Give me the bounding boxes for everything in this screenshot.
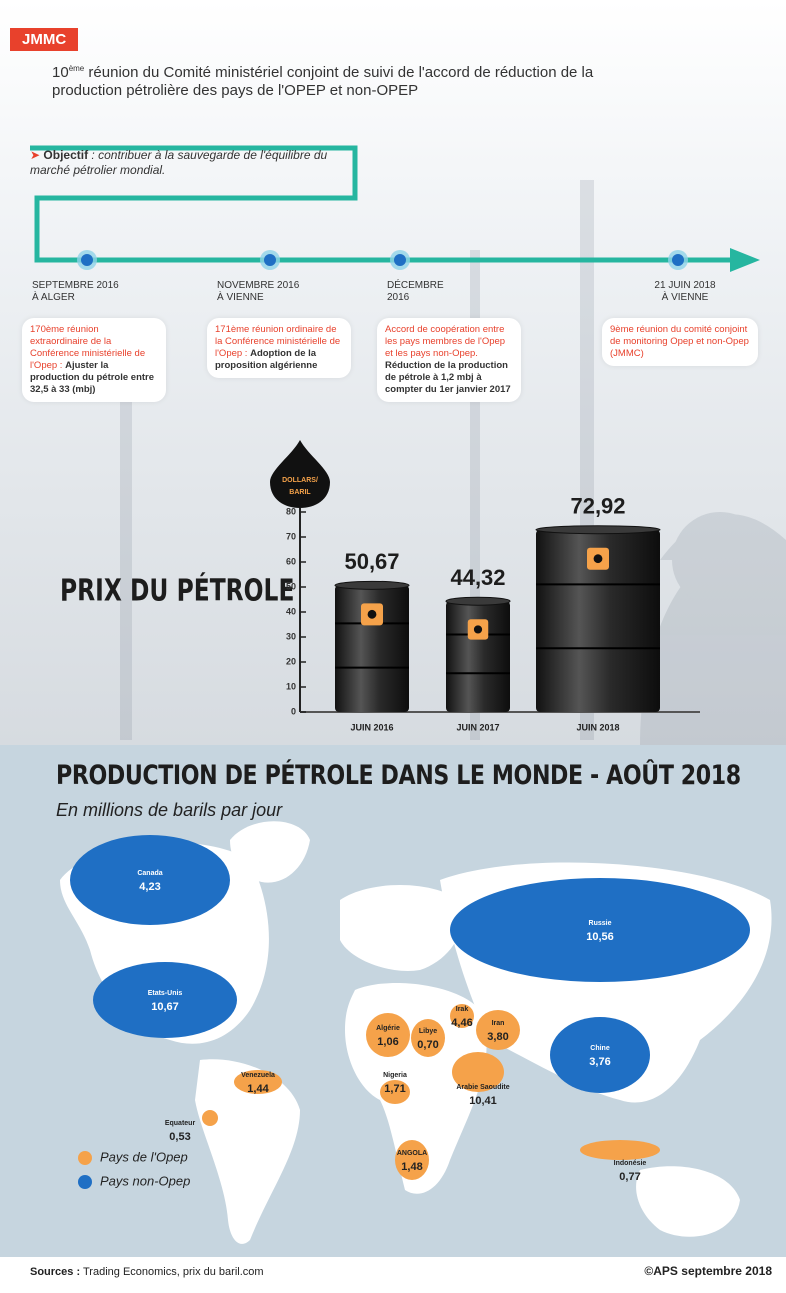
barrel-top <box>335 581 409 589</box>
credit: ©APS septembre 2018 <box>644 1264 772 1278</box>
country-value: 10,67 <box>151 1001 179 1013</box>
country-value: 10,56 <box>586 931 614 943</box>
country-name: Venezuela <box>241 1072 275 1079</box>
event-card: 170ème réunion extraordinaire de la Conf… <box>22 318 166 402</box>
event-date-line: 21 JUIN 2018 <box>635 280 735 292</box>
production-title: PRODUCTION DE PÉTROLE DANS LE MONDE - AO… <box>56 760 741 791</box>
country-value: 1,06 <box>377 1036 398 1048</box>
country-name: Chine <box>590 1045 610 1052</box>
country-value: 1,44 <box>247 1083 269 1095</box>
event-highlight: Accord de coopération entre les pays mem… <box>385 324 505 359</box>
barrel-top <box>446 597 510 605</box>
country-name: Algérie <box>376 1025 400 1032</box>
country-name: Irak <box>456 1006 469 1013</box>
country-value: 0,77 <box>619 1171 640 1183</box>
country-value: 1,48 <box>401 1161 422 1173</box>
objective: ➤ Objectif : contribuer à la sauvegarde … <box>30 148 330 178</box>
value-label: 44,32 <box>450 565 505 590</box>
country-name: Etats-Unis <box>148 990 183 997</box>
country-name: ANGOLA <box>397 1150 427 1157</box>
page-title: 10ème réunion du Comité ministériel conj… <box>52 60 612 100</box>
legend-swatch <box>78 1151 92 1165</box>
barrel-logo-drop <box>594 554 603 563</box>
y-tick-label: 40 <box>286 606 296 616</box>
barrel <box>446 601 510 712</box>
country-name: Arabie Saoudite <box>456 1084 509 1091</box>
event-date-line: 2016 <box>387 292 487 304</box>
event-date-line: À VIENNE <box>635 292 735 304</box>
country-value: 0,53 <box>169 1131 190 1143</box>
value-label: 72,92 <box>570 494 625 519</box>
title-text: réunion du Comité ministériel conjoint d… <box>52 64 593 99</box>
country-area <box>202 1110 218 1126</box>
timeline-node-core <box>672 254 684 266</box>
country-value: 10,41 <box>469 1095 497 1107</box>
objective-label: Objectif <box>43 148 88 162</box>
chart-title: PRIX DU PÉTROLE <box>60 572 294 608</box>
event-date-line: DÉCEMBRE <box>387 280 487 292</box>
sources: Sources : Trading Economics, prix du bar… <box>30 1266 264 1278</box>
country-name: Equateur <box>165 1120 196 1127</box>
x-tick-label: JUIN 2017 <box>456 722 499 732</box>
y-tick-label: 70 <box>286 531 296 541</box>
barrel-logo-drop <box>368 610 377 619</box>
country-name: Indonésie <box>614 1160 647 1167</box>
event-date-line: NOVEMBRE 2016 <box>217 280 317 292</box>
infographic: PRIX DU PÉTROLE DOLLARS/BARIL 0 10 20 30 40 50 6… <box>0 0 786 1293</box>
badge: JMMC <box>10 28 78 51</box>
y-tick-label: 80 <box>286 506 296 516</box>
y-tick-label: 0 <box>291 706 296 716</box>
event-date-line: À VIENNE <box>217 292 317 304</box>
country-value: 4,23 <box>139 881 160 893</box>
production-subtitle: En millions de barils par jour <box>56 800 282 821</box>
legend-label: Pays non-Opep <box>100 1173 190 1188</box>
timeline-node-core <box>394 254 406 266</box>
x-tick-label: JUIN 2016 <box>350 722 393 732</box>
country-value: 1,71 <box>384 1083 405 1095</box>
sources-text: Trading Economics, prix du baril.com <box>83 1266 264 1278</box>
country-value: 4,46 <box>451 1017 472 1029</box>
background: PRIX DU PÉTROLE DOLLARS/BARIL 0 10 20 30 40 50 6… <box>0 0 786 1293</box>
y-tick-label: 30 <box>286 631 296 641</box>
event-card: 9ème réunion du comité conjoint de monit… <box>602 318 758 366</box>
legend-label: Pays de l'Opep <box>100 1149 188 1164</box>
country-value: 3,80 <box>487 1031 508 1043</box>
barrel-logo-drop <box>474 625 482 633</box>
country-name: Iran <box>492 1020 505 1027</box>
event-date: SEPTEMBRE 2016À ALGER <box>32 280 132 304</box>
country-name: Libye <box>419 1028 437 1035</box>
y-tick-label: 50 <box>286 581 296 591</box>
objective-marker: ➤ <box>30 148 40 162</box>
country-name: Canada <box>137 870 162 877</box>
event-text: Réduction de la production de pétrole à … <box>385 360 511 395</box>
event-date-line: SEPTEMBRE 2016 <box>32 280 132 292</box>
barrel-top <box>536 526 660 534</box>
x-tick-label: JUIN 2018 <box>576 722 619 732</box>
y-tick-label: 20 <box>286 656 296 666</box>
title-number: 10 <box>52 64 69 81</box>
event-highlight: 9ème réunion du comité conjoint de monit… <box>610 324 749 359</box>
country-value: 0,70 <box>417 1039 438 1051</box>
country-area <box>580 1140 660 1160</box>
country-value: 3,76 <box>589 1056 610 1068</box>
country-name: Russie <box>589 920 612 927</box>
unit-label: BARIL <box>289 489 311 496</box>
value-label: 50,67 <box>344 549 399 574</box>
timeline-node-core <box>81 254 93 266</box>
legend-swatch <box>78 1175 92 1189</box>
title-superscript: ème <box>69 64 85 73</box>
event-date-line: À ALGER <box>32 292 132 304</box>
y-tick-label: 60 <box>286 556 296 566</box>
y-tick-label: 10 <box>286 681 296 691</box>
sources-label: Sources : <box>30 1266 80 1278</box>
unit-label: DOLLARS/ <box>282 477 318 484</box>
timeline-node-core <box>264 254 276 266</box>
event-card: 171ème réunion ordinaire de la Conférenc… <box>207 318 351 378</box>
country-name: Nigeria <box>383 1072 407 1079</box>
event-card: Accord de coopération entre les pays mem… <box>377 318 521 402</box>
